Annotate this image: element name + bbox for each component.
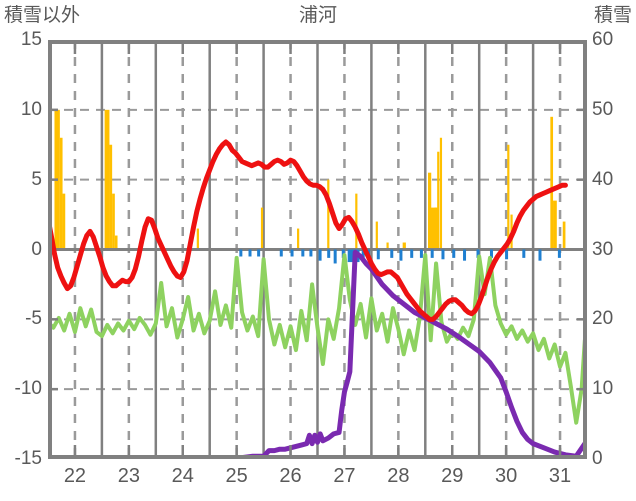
right-tick-label: 40: [592, 168, 614, 190]
sunshine-bar: [402, 242, 406, 250]
precip-bar: [557, 249, 561, 258]
x-tick-label: 24: [171, 465, 194, 487]
sunshine-bar: [553, 200, 557, 250]
precip-bar: [390, 249, 394, 258]
temperature-line: [48, 139, 568, 322]
precip-bar: [361, 249, 365, 260]
left-tick-label: 15: [20, 29, 42, 50]
sunshine-bar: [427, 172, 432, 250]
sunshine-bar: [59, 137, 63, 250]
x-tick-label: 29: [441, 465, 464, 487]
right-tick-label: 0: [592, 448, 603, 469]
sunshine-bar: [507, 144, 510, 250]
precip-bar: [301, 249, 305, 257]
precip-bar: [505, 249, 509, 260]
sunshine-bar: [109, 144, 113, 250]
x-tick-label: 27: [333, 465, 356, 487]
left-tick-label: -10: [14, 378, 42, 400]
precip-bar: [410, 249, 414, 258]
precip-bar: [430, 249, 434, 258]
left-axis-title: 積雪以外: [4, 5, 81, 26]
precip-bar: [279, 249, 283, 257]
left-tick-label: 0: [31, 238, 42, 260]
precip-bar: [257, 249, 261, 257]
precip-bar: [476, 249, 480, 258]
sunshine-bar: [355, 193, 358, 250]
right-tick-label: 30: [592, 238, 614, 260]
sunshine-bar: [62, 193, 66, 250]
humidity-line: [48, 253, 587, 425]
plot-frame: [48, 40, 587, 459]
sunshine-bar: [297, 228, 300, 250]
sunshine-bar: [375, 221, 378, 250]
plot-area: [48, 40, 587, 459]
x-tick-label: 31: [548, 465, 572, 487]
left-tick-label: -5: [25, 308, 42, 330]
sunshine-bar: [104, 109, 110, 250]
right-axis-title: 積雪: [593, 5, 632, 26]
precip-bar: [538, 249, 542, 261]
sunshine-bar: [327, 179, 330, 250]
x-tick-label: 25: [225, 465, 248, 487]
precip-bar: [248, 249, 252, 257]
precip-bar: [376, 249, 380, 260]
precip-bar: [309, 249, 313, 257]
sunshine-bar: [260, 207, 264, 250]
sunshine-bar: [114, 235, 118, 250]
precip-bar: [290, 249, 294, 257]
x-tick-label: 22: [63, 465, 87, 487]
precip-bar: [318, 249, 322, 261]
sunshine-bar: [430, 207, 438, 250]
precip-bar: [452, 249, 456, 258]
precip-bar: [239, 249, 243, 257]
sunshine-bar: [196, 228, 199, 250]
precip-bar: [463, 249, 467, 261]
snowdepth-line: [48, 249, 587, 459]
left-tick-label: -15: [14, 448, 42, 469]
sunshine-bar: [437, 151, 440, 250]
right-tick-label: 50: [592, 98, 614, 120]
precip-bar: [489, 249, 493, 258]
sunshine-bar: [562, 221, 566, 250]
precip-bar: [399, 249, 403, 261]
sunshine-bar: [112, 193, 115, 250]
x-tick-label: 26: [279, 465, 302, 487]
sunshine-bar: [550, 116, 554, 250]
x-tick-label: 30: [495, 465, 518, 487]
sunshine-bar: [386, 242, 389, 250]
right-tick-label: 10: [592, 378, 614, 400]
chart-svg: [48, 40, 587, 459]
right-tick-label: 60: [592, 29, 614, 50]
precip-bar: [522, 249, 526, 258]
x-tick-label: 28: [387, 465, 410, 487]
chart-title: 浦河: [298, 5, 337, 26]
left-tick-label: 10: [20, 98, 42, 120]
x-tick-label: 23: [117, 465, 140, 487]
precip-bar: [333, 249, 337, 264]
left-tick-label: 5: [31, 168, 42, 190]
precip-bar: [327, 249, 331, 258]
sunshine-bar: [439, 137, 443, 250]
right-tick-label: 20: [592, 308, 614, 330]
precip-bar: [441, 249, 445, 260]
precip-bar: [419, 249, 423, 258]
